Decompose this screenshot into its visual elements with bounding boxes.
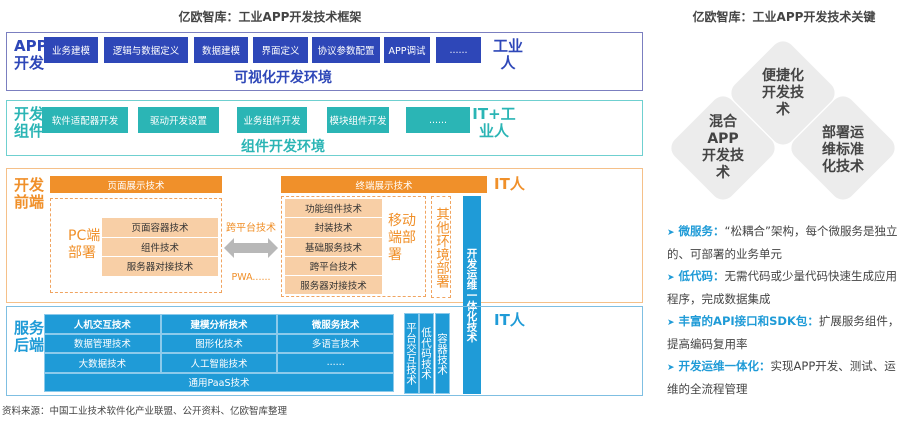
- backend-grid: 人机交互技术 建模分析技术 微服务技术数据管理技术 图形化技术 多语言技术大数据技术 人工…: [44, 314, 394, 392]
- pc-tech-item: 页面容器技术: [102, 218, 218, 238]
- backend-tech-cell: 人机交互技术: [44, 314, 161, 334]
- frontend-section: [6, 168, 643, 303]
- bullet-item: ➤ 丰富的API接口和SDK包：扩展服务组件，提高编码复用率: [667, 311, 907, 355]
- backend-role: IT人: [494, 311, 525, 329]
- bullet-item: ➤ 开发运维一体化：实现APP开发、测试、运维的全流程管理: [667, 356, 907, 400]
- bullet-text: 无需代码或少量代码快速生成应用程序，完成数据集成: [667, 269, 898, 306]
- backend-vertical-item: 低代码技术: [419, 313, 434, 394]
- component-item: 业务组件开发: [237, 107, 307, 133]
- components-label: 开发组件: [14, 105, 45, 140]
- backend-tech-cell: 大数据技术: [44, 353, 161, 373]
- backend-tech-cell: 数据管理技术: [44, 333, 161, 353]
- left-title: 亿欧智库：工业APP开发技术框架: [178, 10, 362, 24]
- app-dev-item: 业务建模: [44, 37, 98, 63]
- arrow-icon: ➤: [667, 273, 675, 283]
- component-item: 软件适配器开发: [42, 107, 128, 133]
- backend-vertical-item: 平台交互技术: [404, 313, 419, 394]
- diamond-top-text: 便捷化开发技术: [762, 68, 804, 118]
- right-title: 亿欧智库：工业APP开发技术关键: [692, 10, 876, 24]
- app-dev-item: 协议参数配置: [312, 37, 380, 63]
- pc-deploy-box: [50, 198, 222, 293]
- backend-label: 服务后端: [14, 319, 45, 354]
- backend-section: [6, 306, 643, 396]
- bullet-text: “松耦合”架构，每个微服务是独立的、可部署的业务单元: [667, 224, 898, 261]
- pc-tech-item: 组件技术: [102, 237, 218, 257]
- mobile-deploy-label: 移动端部署: [388, 213, 416, 263]
- component-item: ......: [406, 107, 470, 133]
- mobile-tech-item: 功能组件技术: [285, 199, 382, 219]
- app-dev-item: 数据建模: [194, 37, 248, 63]
- mobile-tech-item: 跨平台技术: [285, 256, 382, 277]
- bullet-item: ➤ 微服务：“松耦合”架构，每个微服务是独立的、可部署的业务单元: [667, 221, 907, 265]
- app-dev-env: 可视化开发环境: [234, 70, 332, 86]
- components-env: 组件开发环境: [241, 139, 325, 155]
- app-dev-section: [6, 32, 643, 91]
- mobile-deploy-box: [281, 196, 426, 297]
- diamond-left-text: 混合APP开发技术: [702, 114, 744, 181]
- mobile-tech-item: 服务器对接技术: [285, 276, 382, 296]
- backend-vertical-item: 容器技术: [435, 313, 450, 394]
- arrow-icon: ➤: [667, 318, 675, 328]
- devops-bar: 开发运维一体化技术: [463, 196, 481, 394]
- pc-deploy-label: PC端部署: [68, 228, 101, 261]
- backend-tech-cell: 图形化技术: [160, 333, 278, 353]
- app-dev-item: 逻辑与数据定义: [104, 37, 188, 63]
- app-dev-role: 工业人: [492, 37, 523, 72]
- pc-tech-item: 服务器对接技术: [102, 257, 218, 277]
- bullet-text: 扩展服务组件，提高编码复用率: [667, 314, 900, 351]
- arrow-icon: ➤: [667, 228, 675, 238]
- backend-tech-cell: 微服务技术: [277, 314, 394, 334]
- backend-tech-cell: 建模分析技术: [160, 314, 278, 334]
- other-deploy-label: 其他环境部署: [431, 196, 451, 298]
- mobile-tech-item: 封装技术: [285, 218, 382, 238]
- cross-platform-label: 跨平台技术: [226, 223, 276, 234]
- bullet-key: 开发运维一体化：: [678, 359, 771, 373]
- frontend-role: IT人: [494, 175, 525, 193]
- double-arrow-icon: [224, 238, 278, 258]
- backend-tech-cell: 多语言技术: [277, 333, 394, 353]
- app-dev-item: APP调试: [384, 37, 430, 63]
- bullet-key: 丰富的API接口和SDK包：: [678, 314, 819, 328]
- components-section: [6, 100, 643, 156]
- app-dev-item: 界面定义: [253, 37, 308, 63]
- diamond-right-text: 部署运维标准化技术: [822, 125, 864, 175]
- pwa-label: PWA......: [231, 272, 271, 283]
- frontend-label: 开发前端: [14, 176, 45, 211]
- mobile-tech-item: 基础服务技术: [285, 237, 382, 257]
- bullet-item: ➤ 低代码：无需代码或少量代码快速生成应用程序，完成数据集成: [667, 266, 907, 310]
- arrow-icon: ➤: [667, 363, 675, 373]
- terminal-display-bar: 终端展示技术: [281, 176, 487, 193]
- bullet-key: 低代码：: [678, 269, 725, 283]
- app-dev-label: APP开发: [14, 37, 48, 72]
- component-item: 驱动开发设置: [138, 107, 219, 133]
- bullet-text: 实现APP开发、测试、运维的全流程管理: [667, 359, 896, 396]
- bullet-key: 微服务：: [678, 224, 725, 238]
- source-note: 资料来源：中国工业技术软件化产业联盟、公开资料、亿欧智库整理: [2, 406, 288, 417]
- backend-tech-cell: 人工智能技术: [160, 353, 278, 373]
- app-dev-item: ......: [436, 37, 481, 63]
- paas-cell: 通用PaaS技术: [44, 372, 394, 392]
- page-display-bar: 页面展示技术: [50, 176, 222, 193]
- component-item: 模块组件开发: [327, 107, 389, 133]
- backend-tech-cell: ......: [277, 353, 394, 373]
- components-role: IT+工业人: [472, 105, 516, 140]
